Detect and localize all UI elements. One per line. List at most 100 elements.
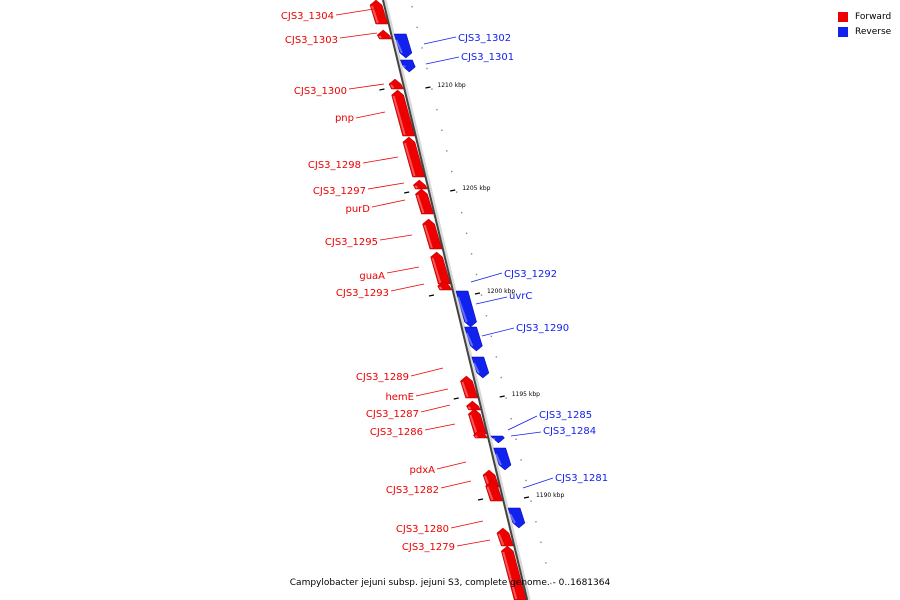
gene-highlight <box>423 224 433 249</box>
minor-tick <box>416 26 418 28</box>
major-tick-left <box>428 294 435 297</box>
minor-tick <box>500 376 502 379</box>
gene-highlight <box>403 142 416 177</box>
gene-leader-line <box>507 415 538 431</box>
forward-swatch <box>838 11 848 22</box>
gene-highlight <box>414 185 419 189</box>
minor-tick <box>421 47 423 49</box>
gene-arrow <box>391 89 416 137</box>
gene-label: CJS3_1286 <box>370 427 423 438</box>
major-tick <box>425 86 431 89</box>
legend-forward-label: Forward <box>855 11 892 22</box>
minor-tick <box>530 500 532 502</box>
minor-tick <box>550 582 552 585</box>
gene-leader-line <box>335 8 375 16</box>
gene-label: CJS3_1295 <box>325 237 378 248</box>
legend: Forward Reverse <box>838 9 891 39</box>
minor-tick <box>540 541 542 543</box>
gene-labels: CJS3_1304 CJS3_1303 CJS3_1302 CJS3_1301 CJS3… <box>281 8 608 553</box>
gene-highlight <box>472 362 480 374</box>
tick-label: 1190 kbp <box>536 492 564 499</box>
minor-tick <box>485 315 488 317</box>
gene-label: CJS3_1280 <box>396 524 449 535</box>
gene-label: CJS3_1303 <box>285 35 338 46</box>
gene-highlight <box>502 551 518 600</box>
gene-leader-line <box>481 327 515 337</box>
gene-arrow <box>473 429 488 439</box>
minor-tick <box>535 521 537 523</box>
gene-arrow <box>430 251 451 285</box>
gene-leader-line <box>339 32 378 39</box>
minor-tick <box>465 232 468 234</box>
gene-arrow <box>464 326 483 352</box>
gene-leader-line <box>410 367 444 377</box>
minor-tick <box>470 253 473 255</box>
major-ticks: 1210 kbp 1205 kbp 1200 kbp 1195 kbp 1190 kbp <box>379 82 564 501</box>
gene-label: CJS3_1279 <box>402 542 455 553</box>
minor-tick <box>441 129 443 131</box>
gene-highlight <box>431 257 442 284</box>
major-tick-left <box>453 397 459 400</box>
gene-highlight <box>474 435 478 438</box>
minor-tick <box>456 191 458 193</box>
gene-arrow <box>415 188 434 215</box>
gene-arrow <box>422 218 443 250</box>
tick-label: 1200 kbp <box>487 288 515 295</box>
gene-arrow <box>412 179 428 190</box>
gene-arrow <box>490 435 505 444</box>
minor-tick <box>451 170 453 173</box>
gene-label: CJS3_1287 <box>366 409 419 420</box>
gene-highlight <box>469 414 478 434</box>
gene-leader-line <box>415 388 449 397</box>
gene-arrow <box>460 375 479 399</box>
gene-label: CJS3_1304 <box>281 11 334 22</box>
gene-highlight <box>494 453 502 466</box>
gene-leader-line <box>355 111 386 119</box>
tick-label: 1195 kbp <box>512 391 540 398</box>
gene-highlight <box>467 406 472 410</box>
minor-ticks <box>411 6 552 585</box>
gene-features <box>369 0 527 600</box>
minor-tick <box>431 88 433 90</box>
minor-tick <box>505 397 507 399</box>
tick-label: 1205 kbp <box>462 185 490 192</box>
minor-tick <box>510 418 512 420</box>
gene-arrow <box>369 0 389 25</box>
major-tick <box>450 189 456 192</box>
gene-arrow <box>493 447 512 471</box>
gene-leader-line <box>386 266 420 274</box>
gene-label: CJS3_1281 <box>555 473 608 484</box>
minor-tick <box>495 356 498 358</box>
gene-label: CJS3_1300 <box>294 86 347 97</box>
gene-arrow <box>485 480 503 502</box>
gene-label: CJS3_1284 <box>543 426 596 437</box>
major-tick-left <box>404 191 410 194</box>
gene-arrow <box>455 290 477 328</box>
major-tick-left <box>379 88 385 91</box>
legend-reverse-label: Reverse <box>855 26 892 37</box>
gene-leader-line <box>371 199 406 208</box>
minor-tick <box>446 150 448 152</box>
gene-label: CJS3_1289 <box>356 372 409 383</box>
gene-highlight <box>395 39 403 54</box>
gene-leader-line <box>475 296 508 305</box>
gene-arrow <box>393 33 413 59</box>
gene-leader-line <box>420 404 451 413</box>
minor-tick <box>520 459 522 461</box>
gene-arrow <box>376 29 392 40</box>
gene-leader-line <box>436 461 467 470</box>
gene-label: CJS3_1302 <box>458 33 511 44</box>
gene-leader-line <box>423 36 457 45</box>
gene-highlight <box>416 194 425 214</box>
gene-leader-line <box>522 477 554 489</box>
reverse-swatch <box>838 26 848 37</box>
gene-highlight <box>465 332 474 347</box>
gene-arrow <box>400 59 416 73</box>
gene-arrow <box>437 280 453 291</box>
gene-highlight <box>392 95 406 136</box>
gene-arrow <box>501 545 527 600</box>
gene-label: pnp <box>335 113 354 124</box>
gene-label: CJS3_1297 <box>313 186 366 197</box>
tick-label: 1210 kbp <box>437 82 465 89</box>
gene-highlight <box>390 84 395 89</box>
